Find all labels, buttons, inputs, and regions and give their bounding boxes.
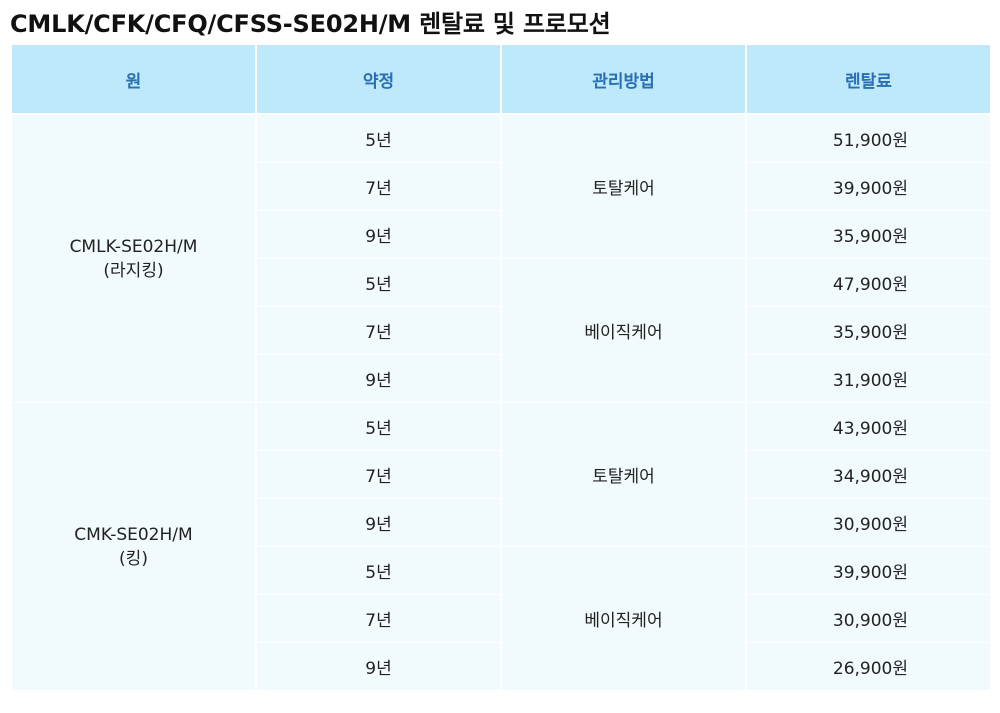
term-cell: 9년: [255, 642, 502, 691]
table-row: CMK-SE02H/M (킹) 5년 토탈케어 43,900원: [10, 402, 992, 691]
model-subtitle: (라지킹): [103, 260, 164, 281]
term-cell: 9년: [255, 498, 502, 547]
table-row: 9년 35,900원: [11, 210, 992, 259]
care-method-cell: 토탈케어: [500, 114, 747, 259]
care-method-cell: 베이직케어: [500, 546, 747, 691]
term-cell: 5년: [255, 402, 502, 451]
price-cell: 30,900원: [745, 498, 992, 547]
table-row: 7년 30,900원: [11, 594, 992, 643]
price-cell: 31,900원: [745, 354, 992, 403]
price-cell: 35,900원: [745, 210, 992, 259]
term-cell: 7년: [255, 162, 502, 211]
term-cell: 7년: [255, 450, 502, 499]
term-cell: 9년: [255, 210, 502, 259]
term-cell: 7년: [255, 306, 502, 355]
term-cell: 5년: [255, 546, 502, 595]
price-cell: 30,900원: [745, 594, 992, 643]
model-subtitle: (킹): [119, 548, 148, 569]
table-row: 5년 베이직케어 39,900원: [11, 546, 992, 691]
model-name: CMK-SE02H/M: [74, 524, 193, 545]
price-cell: 39,900원: [745, 546, 992, 595]
care-method-cell: 베이직케어: [500, 258, 747, 403]
table-row: 9년 31,900원: [11, 354, 992, 403]
price-cell: 34,900원: [745, 450, 992, 499]
term-cell: 7년: [255, 594, 502, 643]
table-row: 9년 26,900원: [11, 642, 992, 691]
table-row: CMLK-SE02H/M (라지킹) 5년 토탈케어 51,900원: [10, 114, 992, 403]
price-cell: 35,900원: [745, 306, 992, 355]
table-row: 5년 베이직케어 47,900원: [11, 258, 992, 403]
term-cell: 5년: [255, 114, 502, 163]
header-model: 원: [10, 45, 257, 115]
header-rental-fee: 렌탈료: [745, 45, 992, 115]
term-cell: 9년: [255, 354, 502, 403]
price-cell: 51,900원: [745, 114, 992, 163]
model-cell: CMLK-SE02H/M (라지킹): [10, 114, 257, 403]
header-care-method: 관리방법: [500, 45, 747, 115]
page-title: CMLK/CFK/CFQ/CFSS-SE02H/M 렌탈료 및 프로모션: [10, 10, 611, 38]
table-row: 7년 34,900원: [11, 450, 992, 499]
care-method-cell: 토탈케어: [500, 402, 747, 547]
header-term: 약정: [255, 45, 502, 115]
price-cell: 43,900원: [745, 402, 992, 451]
model-name: CMLK-SE02H/M: [69, 236, 198, 257]
table-row: 9년 30,900원: [11, 498, 992, 547]
table-row: 7년 35,900원: [11, 306, 992, 355]
rental-price-table: 원 약정 관리방법 렌탈료 CMLK-SE02H/M (라지킹) 5년 토탈케어…: [10, 45, 992, 691]
price-cell: 26,900원: [745, 642, 992, 691]
table-row: 7년 39,900원: [11, 162, 992, 211]
table-header-row: 원 약정 관리방법 렌탈료: [10, 45, 992, 115]
price-cell: 47,900원: [745, 258, 992, 307]
model-cell: CMK-SE02H/M (킹): [10, 402, 257, 691]
term-cell: 5년: [255, 258, 502, 307]
price-cell: 39,900원: [745, 162, 992, 211]
